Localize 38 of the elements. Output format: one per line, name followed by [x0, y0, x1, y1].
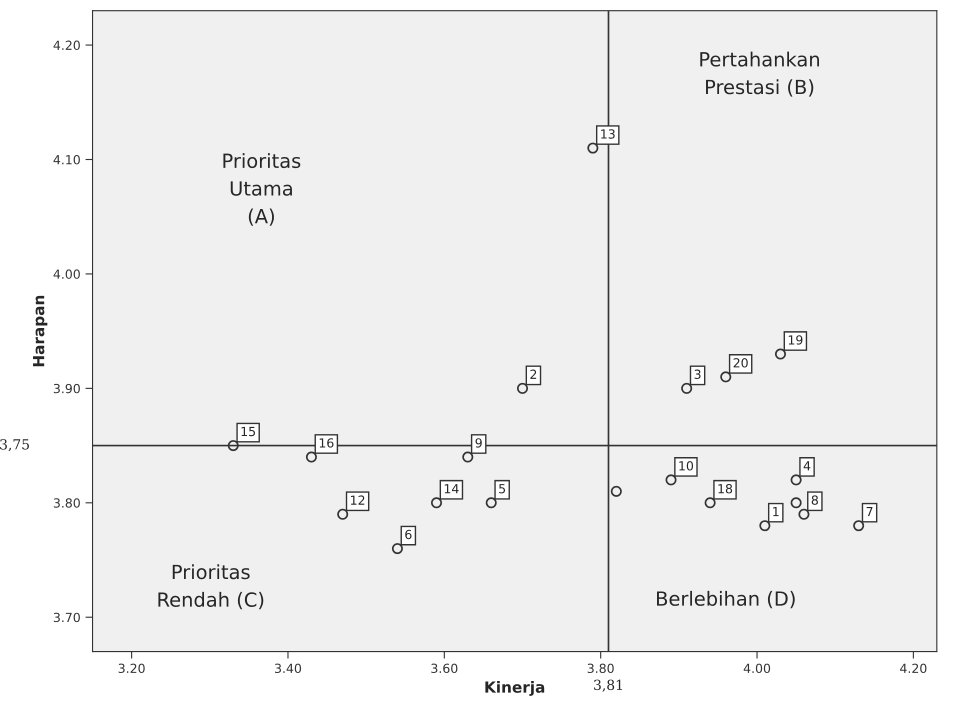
- annotation: Prioritas Utama (A): [223, 153, 300, 226]
- annotation: 1: [773, 507, 779, 516]
- annotation: Berlebihan (D): [657, 590, 795, 608]
- annotation: 8: [812, 495, 818, 505]
- annotation: Prioritas Rendah (C): [158, 564, 264, 610]
- annotation: 20: [734, 358, 748, 368]
- annotation: 10: [679, 461, 694, 471]
- x-tick-label: 3.60: [431, 664, 458, 674]
- x-tick-label: 3.80: [588, 664, 614, 674]
- annotation: 9: [476, 438, 482, 448]
- y-tick-label: 3.90: [54, 384, 80, 394]
- annotation: 19: [788, 335, 802, 345]
- annotation: 7: [866, 507, 872, 516]
- y-tick-label: 3.80: [54, 498, 80, 508]
- ref-line-label: 3,81: [594, 680, 622, 692]
- annotation: 14: [444, 484, 459, 494]
- annotation: 16: [320, 438, 334, 448]
- annotation: 4: [804, 461, 810, 470]
- annotation: 3: [694, 370, 701, 379]
- x-axis-title: Kinerja: [485, 681, 544, 696]
- y-tick-label: 4.20: [54, 40, 80, 50]
- annotation: Pertahankan Prestasi (B): [700, 52, 819, 97]
- annotation: 18: [718, 484, 732, 494]
- y-tick-label: 4.10: [54, 154, 80, 164]
- annotation: 13: [601, 129, 615, 139]
- annotation: 5: [499, 484, 506, 494]
- x-tick-label: 3.20: [118, 664, 145, 674]
- text: 3,75: [0, 439, 29, 452]
- y-tick-label: 4.00: [54, 269, 80, 279]
- annotation: 2: [530, 370, 536, 379]
- x-tick-label: 4.00: [744, 664, 770, 674]
- x-tick-label: 3.40: [275, 664, 302, 674]
- annotation: 12: [351, 495, 364, 505]
- annotation: 6: [405, 530, 412, 540]
- annotation: 15: [242, 426, 256, 436]
- y-axis-title: Harapan: [33, 296, 48, 366]
- x-tick-label: 4.20: [900, 664, 926, 674]
- y-tick-label: 3.70: [54, 612, 80, 622]
